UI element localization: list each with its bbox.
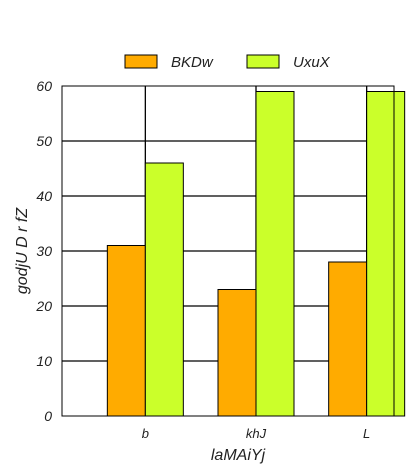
y-tick-label: 30: [36, 243, 52, 259]
y-tick-label: 10: [36, 353, 52, 369]
x-tick-label: b: [142, 426, 149, 441]
x-tick-label: L: [363, 426, 370, 441]
y-axis-ticks: 0 10 20 30 40 50 60: [35, 78, 52, 424]
legend-swatch: [124, 54, 158, 69]
y-tick-label: 50: [36, 133, 52, 149]
bar-BKDw-b: [106, 245, 146, 417]
bar-BKDw-khJ: [217, 289, 257, 417]
bar-UxuX-b: [144, 162, 184, 417]
legend-label: BKDw: [171, 54, 214, 71]
y-tick-label: 40: [36, 188, 52, 204]
x-axis-label: laMAiYj: [211, 447, 266, 464]
x-tick-label: khJ: [246, 426, 267, 441]
y-axis-label: godjU D r fZ: [14, 207, 31, 294]
bar-BKDw-L: [328, 261, 368, 417]
y-tick-label: 0: [44, 408, 52, 424]
legend-swatch: [246, 54, 280, 69]
y-tick-label: 60: [36, 78, 52, 94]
x-axis-ticks: b khJ L: [142, 426, 371, 441]
bars: [106, 91, 406, 417]
legend-label: UxuX: [293, 54, 331, 71]
legend: BKDw UxuX: [124, 54, 331, 71]
y-tick-label: 20: [35, 298, 52, 314]
bar-UxuX-khJ: [255, 91, 295, 417]
plot-frame: [61, 85, 395, 417]
bar-UxuX-L: [366, 91, 406, 417]
